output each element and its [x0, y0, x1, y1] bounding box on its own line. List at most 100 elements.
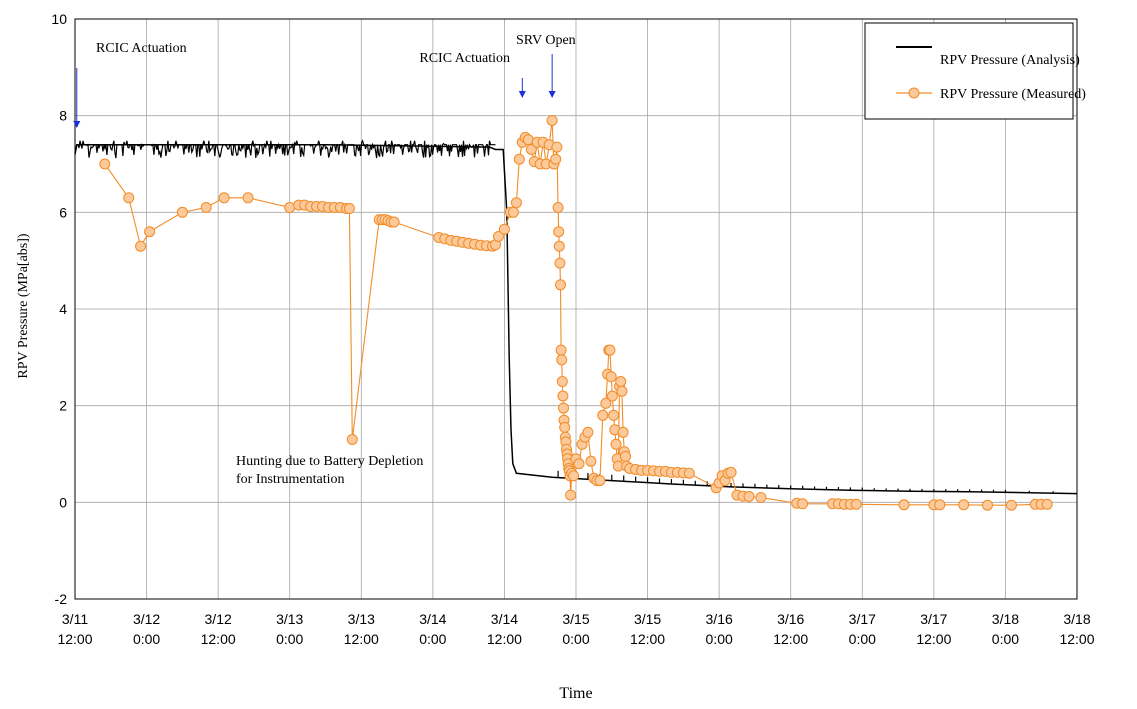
- legend-box: [864, 22, 1074, 120]
- measured-point: [555, 344, 567, 356]
- measured-point: [568, 470, 580, 482]
- x-tick-time: 12:00: [916, 631, 951, 647]
- y-tick-label: 2: [59, 398, 67, 414]
- measured-point: [605, 371, 617, 383]
- measured-point: [550, 153, 562, 165]
- measured-point: [123, 192, 135, 204]
- x-tick-date: 3/14: [419, 611, 446, 627]
- annotation-arrow-rcic-2-head: [518, 91, 526, 98]
- measured-point: [982, 499, 993, 511]
- y-tick-label: 4: [59, 301, 67, 317]
- y-axis-ticks: -2 0 2 4 6 8 10: [51, 11, 67, 607]
- measured-point: [218, 192, 230, 204]
- y-axis-label: RPV Pressure (MPa[abs]): [16, 233, 31, 379]
- measured-point: [144, 226, 156, 238]
- x-tick-time: 0:00: [562, 631, 589, 647]
- annotation-srv-open: SRV Open: [516, 33, 576, 48]
- measured-point: [594, 475, 606, 487]
- measured-point: [797, 498, 809, 510]
- analysis-series: [74, 139, 1078, 495]
- measured-point: [556, 376, 568, 387]
- measured-point: [597, 409, 609, 421]
- measured-series: [99, 115, 1053, 511]
- measured-point: [565, 489, 577, 501]
- annotation-arrow-rcic-1-head: [73, 121, 81, 128]
- measured-point: [1041, 498, 1053, 510]
- x-tick-time: 12:00: [344, 631, 379, 647]
- measured-point: [606, 390, 618, 402]
- legend-swatch-measured-marker: [908, 87, 920, 99]
- annotations: RCIC Actuation RCIC Actuation SRV Open H…: [73, 33, 576, 487]
- x-tick-date: 3/11: [62, 611, 88, 627]
- measured-point: [743, 491, 755, 502]
- legend: RPV Pressure (Analysis) RPV Pressure (Me…: [864, 22, 1086, 120]
- x-tick-date: 3/16: [777, 611, 804, 627]
- measured-point: [557, 390, 569, 402]
- measured-point: [176, 206, 188, 218]
- measured-point: [582, 426, 594, 438]
- x-tick-time: 12:00: [773, 631, 808, 647]
- x-tick-date: 3/12: [205, 611, 232, 627]
- x-tick-date: 3/14: [491, 611, 518, 627]
- x-tick-date: 3/15: [562, 611, 589, 627]
- measured-point: [551, 141, 563, 153]
- measured-point: [604, 344, 616, 356]
- measured-point: [513, 153, 525, 165]
- x-tick-date: 3/17: [920, 611, 947, 627]
- x-tick-date: 3/12: [133, 611, 160, 627]
- measured-point: [135, 240, 147, 252]
- measured-point: [553, 240, 565, 252]
- grid: [75, 19, 1077, 599]
- measured-point: [620, 450, 631, 462]
- measured-point: [585, 455, 597, 467]
- annotation-rcic-actuation-1: RCIC Actuation: [96, 41, 187, 56]
- measured-point: [553, 226, 565, 238]
- measured-point: [546, 115, 558, 126]
- measured-point: [755, 492, 767, 503]
- measured-point: [600, 397, 612, 409]
- measured-point: [958, 499, 970, 511]
- annotation-rcic-actuation-2: RCIC Actuation: [419, 51, 510, 66]
- measured-point: [555, 279, 566, 291]
- x-tick-date: 3/18: [1063, 611, 1090, 627]
- measured-point: [683, 467, 695, 479]
- measured-point: [934, 499, 946, 511]
- measured-point: [554, 257, 566, 269]
- x-tick-time: 12:00: [630, 631, 665, 647]
- x-tick-time: 0:00: [992, 631, 1019, 647]
- y-tick-label: 0: [59, 494, 67, 510]
- x-tick-date: 3/16: [706, 611, 733, 627]
- y-tick-label: 10: [51, 11, 67, 27]
- y-tick-label: -2: [55, 591, 68, 607]
- measured-point: [346, 434, 358, 445]
- x-tick-time: 12:00: [57, 631, 92, 647]
- x-tick-date: 3/18: [992, 611, 1019, 627]
- measured-point: [242, 192, 254, 204]
- y-tick-label: 6: [59, 204, 67, 220]
- measured-point: [558, 402, 569, 414]
- x-tick-date: 3/17: [849, 611, 876, 627]
- measured-point: [610, 438, 622, 450]
- legend-label-analysis: RPV Pressure (Analysis): [940, 53, 1080, 68]
- measured-point: [556, 354, 568, 366]
- x-tick-time: 0:00: [706, 631, 733, 647]
- measured-point: [616, 385, 628, 397]
- x-tick-time: 12:00: [201, 631, 236, 647]
- measured-point: [617, 426, 629, 438]
- analysis-line: [74, 143, 1078, 495]
- measured-point: [525, 144, 537, 155]
- y-tick-label: 8: [59, 108, 67, 124]
- measured-point: [498, 223, 510, 235]
- measured-point: [510, 197, 522, 209]
- measured-point: [200, 202, 212, 213]
- x-tick-time: 0:00: [849, 631, 876, 647]
- x-axis-ticks: 3/11 12:00 3/12 0:00 3/12 12:00 3/13 0:00 3/13 12…: [57, 611, 1094, 647]
- measured-point: [552, 202, 564, 213]
- x-tick-time: 12:00: [1059, 631, 1094, 647]
- x-tick-date: 3/13: [276, 611, 303, 627]
- measured-point: [99, 158, 111, 170]
- annotation-hunting-line2: for Instrumentation: [236, 472, 344, 487]
- measured-point: [615, 376, 627, 387]
- measured-point: [493, 231, 504, 242]
